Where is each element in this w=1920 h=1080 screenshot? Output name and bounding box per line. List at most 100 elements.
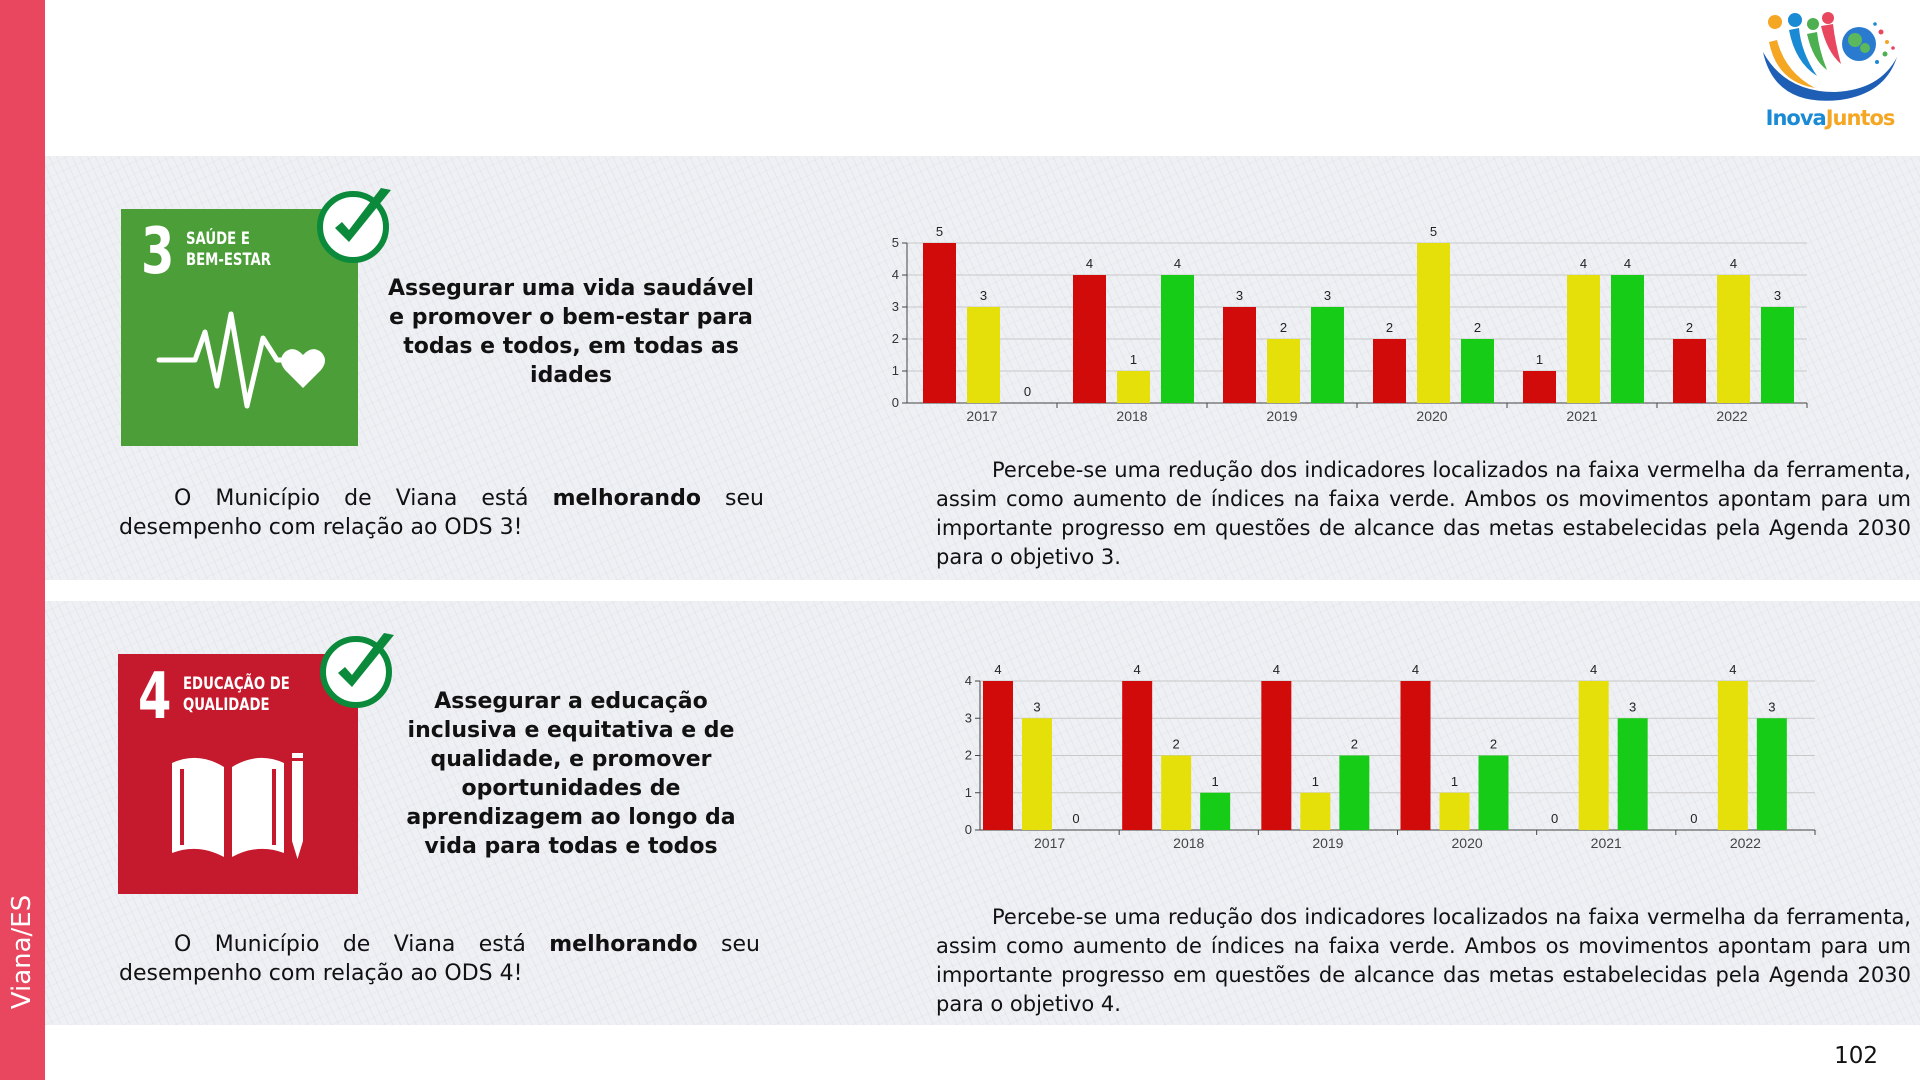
description-text: Percebe-se uma redução dos indicadores l… [936,905,1911,1016]
sdg-3-tile: 3 SAÚDE E BEM-ESTAR [121,209,358,446]
goal-text: Assegurar a educação inclusiva e equitat… [406,689,736,859]
bar [1673,339,1706,403]
bar [967,307,1000,403]
heartbeat-icon [156,311,325,409]
data-label: 5 [936,224,943,239]
data-label: 2 [1386,320,1393,335]
bar [1373,339,1406,403]
status-text: O Município de Viana está melhorando seu… [119,932,760,986]
y-tick-label: 2 [965,748,972,763]
data-label: 2 [1173,737,1180,752]
data-label: 2 [1351,737,1358,752]
data-label: 5 [1430,224,1437,239]
data-label: 0 [1072,811,1079,826]
data-label: 4 [1590,662,1597,677]
x-tick-label: 2019 [1312,835,1343,851]
logo-text: InovaJuntos [1765,106,1896,130]
data-label: 4 [1729,662,1736,677]
bar [1117,371,1150,403]
data-label: 3 [980,288,987,303]
inovajuntos-logo: InovaJuntos [1755,12,1905,137]
x-tick-label: 2022 [1716,408,1747,424]
bar [1717,681,1748,830]
description-text: Percebe-se uma redução dos indicadores l… [936,458,1911,569]
data-label: 3 [1774,288,1781,303]
checkmark-icon [317,188,391,263]
data-label: 4 [1174,256,1181,271]
y-tick-label: 4 [965,673,972,688]
status-text: O Município de Viana está melhorando seu… [119,486,764,540]
y-tick-label: 0 [892,395,899,410]
sdg-name: EDUCAÇÃO DE QUALIDADE [183,674,290,715]
x-tick-label: 2020 [1452,835,1483,851]
data-label: 1 [1212,774,1219,789]
book-pencil-icon [172,753,303,859]
bar [1478,755,1509,830]
data-label: 4 [1412,662,1419,677]
bar [1073,275,1106,403]
data-label: 2 [1474,320,1481,335]
bar [1417,243,1450,403]
data-label: 0 [1690,811,1697,826]
bar [1617,718,1648,830]
data-label: 3 [1236,288,1243,303]
bar [1400,681,1431,830]
bar [1761,307,1794,403]
data-label: 1 [1130,352,1137,367]
y-tick-label: 3 [892,299,899,314]
y-tick-label: 2 [892,331,899,346]
y-tick-label: 5 [892,235,899,250]
data-label: 2 [1280,320,1287,335]
bar [1300,792,1331,830]
y-tick-label: 3 [965,710,972,725]
data-label: 4 [994,662,1001,677]
bar [1223,307,1256,403]
y-tick-label: 1 [892,363,899,378]
data-label: 1 [1536,352,1543,367]
bar [1267,339,1300,403]
data-label: 2 [1686,320,1693,335]
goal-text: Assegurar uma vida saudável e promover o… [388,276,754,388]
x-tick-label: 2021 [1566,408,1597,424]
x-tick-label: 2017 [1034,835,1065,851]
data-label: 1 [1451,774,1458,789]
y-tick-label: 1 [965,785,972,800]
data-label: 3 [1629,699,1636,714]
bar [1161,275,1194,403]
data-label: 3 [1033,699,1040,714]
status-emphasis: melhorando [552,486,701,511]
x-tick-label: 2018 [1116,408,1147,424]
data-label: 3 [1768,699,1775,714]
x-tick-label: 2020 [1416,408,1447,424]
data-label: 4 [1730,256,1737,271]
bar [1022,718,1052,830]
sdg-number: 3 [141,215,175,289]
bar [1122,681,1153,830]
status-emphasis: melhorando [549,932,698,957]
data-label: 0 [1551,811,1558,826]
bar [1200,792,1231,830]
data-label: 4 [1580,256,1587,271]
chart-ods-4: 0 1 2 3 4 4 3 0 2017 4 2 1 2018 4 1 2 2019 4 1 2 2020 0 4 3 2021… [965,662,1816,851]
bar [1311,307,1344,403]
sidebar-label: Viana/ES [7,894,37,1010]
x-tick-label: 2022 [1730,835,1761,851]
bar [1339,755,1370,830]
bar [1161,755,1192,830]
x-tick-label: 2021 [1591,835,1622,851]
sdg-4-tile: 4 EDUCAÇÃO DE QUALIDADE [118,654,358,894]
logo-emblem-icon [1763,12,1897,101]
data-label: 4 [1086,256,1093,271]
page-number: 102 [1834,1043,1878,1069]
y-tick-label: 4 [892,267,899,282]
bar [1578,681,1609,830]
bar [1611,275,1644,403]
data-label: 0 [1024,384,1031,399]
checkmark-icon [320,633,394,708]
data-label: 2 [1490,737,1497,752]
bar [1461,339,1494,403]
data-label: 4 [1624,256,1631,271]
bar [1523,371,1556,403]
x-tick-label: 2019 [1266,408,1297,424]
data-label: 3 [1324,288,1331,303]
